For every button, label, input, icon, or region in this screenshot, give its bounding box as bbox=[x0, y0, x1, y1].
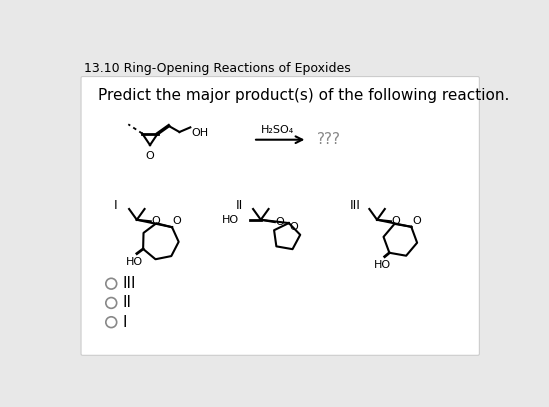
Text: III: III bbox=[350, 199, 361, 212]
Text: O: O bbox=[276, 217, 284, 227]
Text: II: II bbox=[236, 199, 243, 212]
Text: II: II bbox=[122, 295, 131, 311]
FancyBboxPatch shape bbox=[81, 77, 479, 355]
Text: H₂SO₄: H₂SO₄ bbox=[261, 125, 294, 135]
Text: OH: OH bbox=[191, 128, 208, 138]
Text: Predict the major product(s) of the following reaction.: Predict the major product(s) of the foll… bbox=[98, 88, 509, 103]
Text: I: I bbox=[122, 315, 127, 330]
Text: HO: HO bbox=[374, 260, 391, 271]
Text: O: O bbox=[173, 217, 182, 226]
Text: O: O bbox=[412, 216, 421, 226]
Text: O: O bbox=[289, 221, 298, 232]
Text: HO: HO bbox=[126, 257, 143, 267]
Text: O: O bbox=[152, 216, 160, 226]
Text: III: III bbox=[122, 276, 136, 291]
Text: O: O bbox=[145, 151, 154, 161]
Text: ???: ??? bbox=[317, 132, 340, 147]
Text: 13.10 Ring-Opening Reactions of Epoxides: 13.10 Ring-Opening Reactions of Epoxides bbox=[84, 61, 351, 74]
Text: O: O bbox=[392, 216, 401, 226]
Text: I: I bbox=[113, 199, 117, 212]
Text: HO: HO bbox=[222, 215, 239, 225]
